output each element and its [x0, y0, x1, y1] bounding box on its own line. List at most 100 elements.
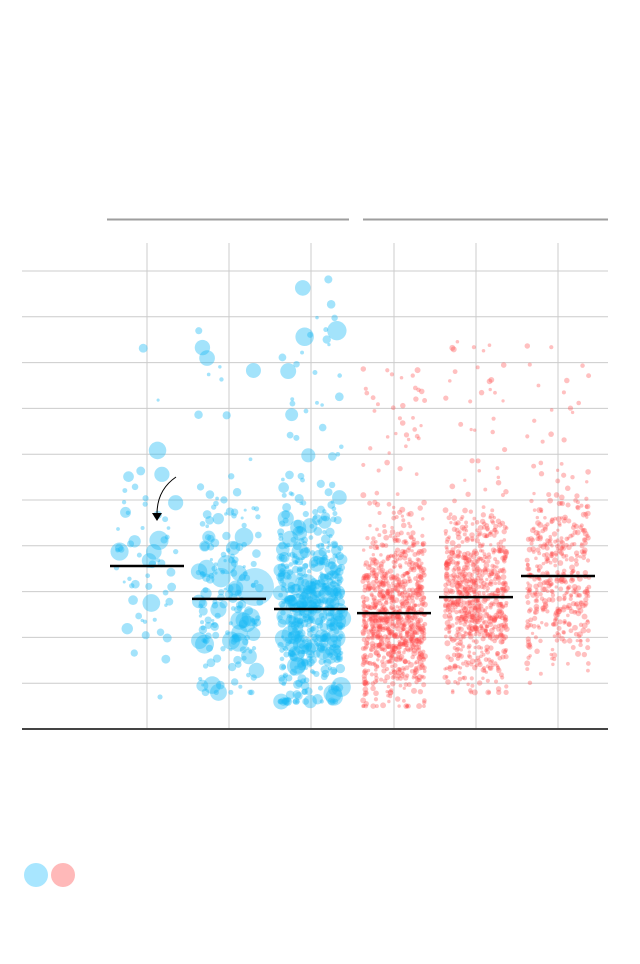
data-point [445, 562, 449, 566]
data-point [363, 703, 369, 709]
data-point [457, 589, 463, 596]
data-point [213, 689, 219, 695]
data-point [484, 648, 488, 653]
data-point [278, 572, 286, 580]
data-point [387, 690, 394, 696]
data-point [287, 649, 295, 657]
data-point [386, 583, 392, 589]
data-point [467, 614, 473, 620]
data-point [387, 451, 391, 455]
data-point [474, 663, 479, 668]
data-point [561, 568, 567, 574]
data-point [471, 587, 477, 593]
data-point [394, 531, 401, 538]
data-point [452, 663, 458, 669]
data-point [401, 698, 406, 703]
data-point [471, 639, 476, 643]
data-point [563, 516, 567, 521]
data-point [486, 614, 492, 619]
data-point [481, 580, 487, 587]
data-point [391, 560, 396, 565]
data-point [585, 533, 590, 539]
data-point [204, 632, 212, 640]
data-point [548, 537, 553, 542]
data-point [567, 405, 574, 411]
data-point [284, 545, 288, 549]
data-point [484, 629, 488, 633]
data-point [309, 617, 314, 621]
data-point [407, 626, 413, 632]
data-point [281, 477, 285, 482]
data-point [500, 574, 507, 580]
data-point [540, 439, 545, 444]
data-point [309, 656, 317, 664]
data-point [157, 694, 163, 700]
data-point [540, 605, 546, 611]
data-point [386, 626, 391, 631]
data-point [463, 615, 469, 622]
data-point [321, 556, 326, 561]
data-point [420, 533, 425, 538]
data-point [412, 673, 417, 679]
data-point [555, 630, 560, 636]
data-point [373, 668, 378, 672]
data-point [301, 578, 310, 587]
data-point [373, 602, 379, 607]
data-point [411, 542, 416, 547]
data-point [385, 689, 389, 694]
data-point [397, 605, 403, 611]
data-point [498, 601, 503, 606]
data-point [580, 627, 587, 634]
data-point [206, 658, 216, 668]
data-point [574, 601, 580, 607]
data-point [307, 630, 314, 638]
data-point [317, 685, 323, 691]
data-point [462, 585, 468, 591]
data-point [502, 545, 506, 549]
data-point [327, 652, 333, 658]
data-point [421, 649, 426, 655]
data-point [399, 553, 403, 558]
data-point [410, 543, 415, 548]
data-point [410, 566, 417, 573]
data-point [382, 529, 388, 535]
data-point [301, 448, 316, 463]
data-point [208, 572, 215, 579]
data-point [449, 637, 454, 642]
data-point [535, 547, 541, 553]
data-point [582, 537, 587, 542]
data-point [286, 697, 291, 703]
data-point [363, 623, 369, 629]
data-point [239, 646, 247, 654]
data-point [457, 576, 461, 580]
data-point [293, 679, 303, 689]
data-point [416, 387, 421, 393]
data-point [475, 571, 480, 576]
data-point [528, 622, 533, 628]
data-point [416, 644, 422, 650]
data-point [115, 547, 120, 553]
data-point [245, 362, 261, 378]
data-point [492, 638, 497, 644]
data-point [550, 647, 555, 652]
data-point [536, 624, 540, 628]
data-point [370, 662, 375, 666]
data-point [393, 597, 400, 604]
data-point [294, 280, 311, 296]
data-point [279, 568, 286, 575]
data-point [335, 635, 343, 642]
data-point [484, 555, 489, 560]
data-point [376, 623, 383, 630]
data-point [466, 682, 470, 687]
data-point [459, 608, 465, 614]
data-point [481, 632, 488, 639]
data-point [289, 668, 297, 676]
data-point [493, 390, 497, 395]
data-point [454, 527, 460, 533]
data-point [407, 593, 413, 598]
data-point [323, 658, 332, 667]
data-point [553, 516, 558, 521]
data-point [156, 558, 161, 563]
data-point [463, 478, 467, 482]
data-point [391, 649, 396, 655]
